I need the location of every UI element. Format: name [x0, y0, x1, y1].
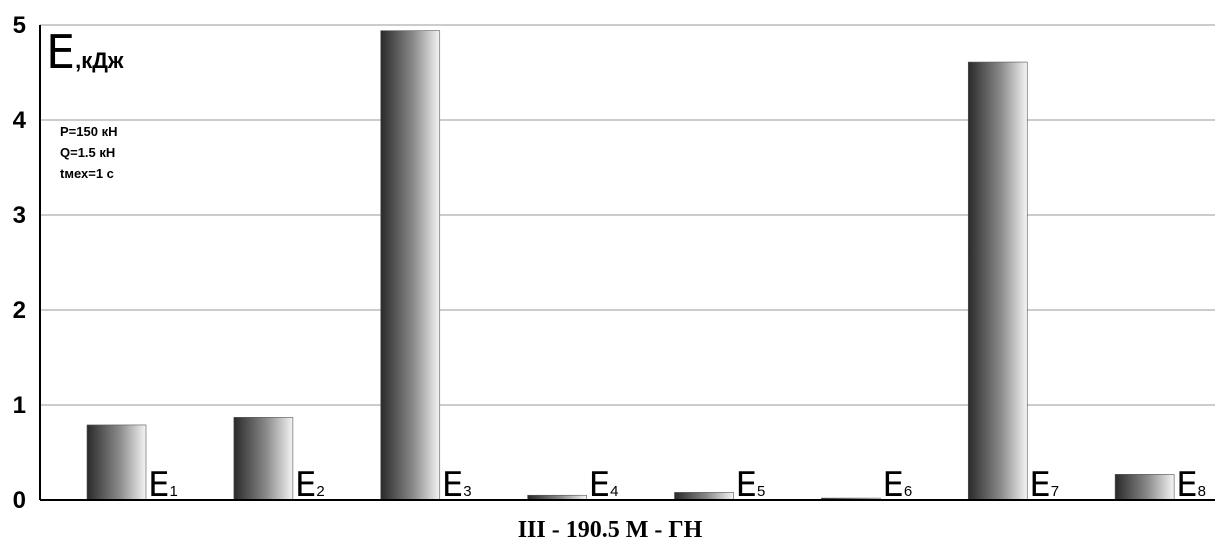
category-label-3: E3: [442, 465, 472, 505]
gridlines: [40, 24, 1215, 406]
annotation-line-1: P=150 кН: [60, 124, 117, 139]
category-label-7: E7: [1029, 465, 1059, 505]
category-label-1: E1: [148, 465, 178, 505]
y-tick-label: 4: [13, 107, 27, 134]
y-tick-label: 2: [13, 297, 26, 324]
category-label-4: E4: [589, 465, 619, 505]
bar-5: [674, 492, 734, 501]
category-label-6: E6: [882, 465, 912, 505]
bar-2: [233, 417, 294, 501]
bar-7: [967, 61, 1028, 501]
bars: [86, 30, 1175, 501]
category-label-2: E2: [295, 465, 325, 505]
bar-3: [380, 30, 441, 501]
category-label-8: E8: [1176, 465, 1206, 505]
y-tick-label: 3: [13, 202, 26, 229]
category-labels: E1 E2 E3 E4 E5 E6 E7 E8: [148, 465, 1206, 505]
y-tick-label: 0: [13, 487, 26, 514]
bar-8: [1114, 474, 1175, 501]
annotation-line-2: Q=1.5 кН: [60, 145, 115, 160]
annotation-line-3: tмех=1 с: [60, 166, 114, 181]
y-axis-label-unit: ,кДж: [75, 48, 124, 73]
y-tick-labels: 0 1 2 3 4 5: [13, 12, 27, 514]
category-label-5: E5: [736, 465, 766, 505]
y-axis-label-symbol: E: [46, 25, 75, 79]
bar-1: [86, 424, 147, 501]
x-axis-title: III - 190.5 M - ГН: [518, 517, 703, 543]
y-tick-label: 5: [13, 12, 26, 39]
y-axis-label: E,кДж: [46, 25, 124, 79]
y-tick-label: 1: [13, 392, 26, 419]
